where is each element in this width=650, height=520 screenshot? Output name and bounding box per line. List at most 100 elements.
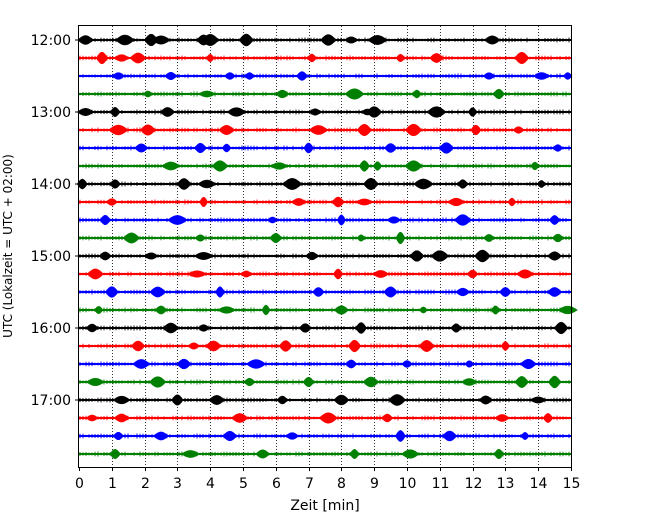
trace-event: [276, 395, 289, 405]
trace-event: [482, 72, 496, 80]
x-tick-label: 13: [497, 476, 515, 492]
trace-event: [308, 108, 322, 116]
trace-event: [359, 160, 370, 172]
trace-event: [216, 306, 237, 314]
trace-event: [354, 198, 374, 206]
trace-17:45: [79, 448, 571, 460]
trace-event: [464, 360, 475, 368]
trace-event: [413, 178, 434, 190]
x-tick-label: 7: [305, 476, 314, 492]
trace-event: [366, 106, 383, 118]
trace-event: [516, 269, 535, 279]
trace-event: [85, 323, 99, 333]
trace-event: [205, 340, 222, 352]
trace-event: [176, 178, 192, 190]
trace-event: [303, 142, 314, 154]
trace-event: [142, 90, 153, 98]
trace-event: [355, 322, 367, 334]
trace-event: [484, 35, 501, 45]
trace-event: [290, 198, 307, 206]
trace-event: [547, 251, 563, 261]
trace-14:30: [79, 214, 571, 226]
trace-event: [193, 142, 207, 154]
trace-16:00: [79, 321, 571, 335]
trace-event: [306, 53, 317, 63]
trace-event: [143, 252, 159, 260]
trace-17:15: [79, 412, 571, 424]
trace-event: [344, 36, 359, 44]
trace-event: [215, 286, 225, 298]
plot-frame: [78, 25, 572, 468]
trace-event: [161, 161, 181, 171]
trace-event: [129, 52, 147, 64]
trace-event: [512, 126, 525, 134]
trace-event: [194, 234, 207, 242]
trace-event: [98, 251, 112, 261]
trace-event: [162, 322, 180, 334]
trace-event: [418, 340, 435, 352]
trace-event: [240, 270, 253, 278]
trace-event: [344, 88, 365, 100]
trace-event: [320, 34, 337, 46]
y-tick-label: 12:00: [31, 33, 71, 49]
trace-12:45: [79, 88, 571, 100]
trace-event: [474, 249, 491, 263]
trace-16:45: [79, 375, 571, 389]
trace-group: [76, 33, 578, 460]
trace-event: [201, 34, 220, 46]
trace-15:45: [79, 304, 578, 316]
trace-event: [76, 178, 88, 190]
trace-event: [395, 231, 406, 245]
trace-event: [557, 305, 578, 315]
trace-event: [112, 395, 131, 405]
trace-event: [113, 54, 130, 62]
trace-event: [164, 71, 178, 81]
trace-event: [418, 306, 428, 314]
trace-13:45: [79, 160, 571, 172]
y-tick-label: 15:00: [31, 249, 71, 265]
trace-14:45: [79, 231, 571, 245]
trace-event: [104, 286, 119, 298]
trace-event: [493, 448, 505, 460]
trace-event: [430, 250, 450, 262]
trace-event: [372, 270, 390, 278]
trace-event: [222, 430, 238, 442]
trace-event: [261, 304, 271, 316]
trace-event: [113, 413, 130, 423]
trace-event: [298, 323, 312, 333]
y-axis-label: UTC (Lokalzeit = UTC + 02:00): [1, 154, 15, 338]
trace-event: [337, 214, 346, 226]
trace-event: [99, 214, 111, 226]
trace-event: [500, 341, 510, 351]
x-tick-label: 10: [399, 476, 417, 492]
trace-17:30: [79, 430, 571, 442]
trace-17:00: [79, 394, 571, 406]
x-tick-label: 15: [563, 476, 581, 492]
y-tick-label: 13:00: [31, 105, 71, 121]
trace-event: [134, 143, 149, 153]
trace-event: [349, 449, 360, 459]
trace-event: [166, 215, 188, 225]
trace-event: [149, 376, 167, 388]
trace-event: [180, 450, 201, 458]
trace-event: [109, 107, 121, 117]
trace-event: [388, 394, 407, 406]
trace-event: [514, 51, 530, 65]
x-tick-label: 6: [272, 476, 281, 492]
trace-event: [76, 108, 95, 116]
y-tick-label: 16:00: [31, 321, 71, 337]
trace-event: [296, 71, 309, 81]
trace-event: [478, 395, 493, 405]
trace-event: [282, 178, 303, 190]
trace-event: [111, 72, 125, 80]
trace-noise: [79, 397, 570, 403]
trace-event: [552, 144, 564, 152]
trace-12:30: [79, 71, 573, 81]
trace-13:00: [76, 106, 571, 118]
trace-event: [384, 143, 398, 153]
trace-event: [395, 430, 406, 442]
trace-event: [285, 432, 300, 440]
trace-event: [492, 88, 505, 100]
trace-event: [115, 34, 135, 46]
